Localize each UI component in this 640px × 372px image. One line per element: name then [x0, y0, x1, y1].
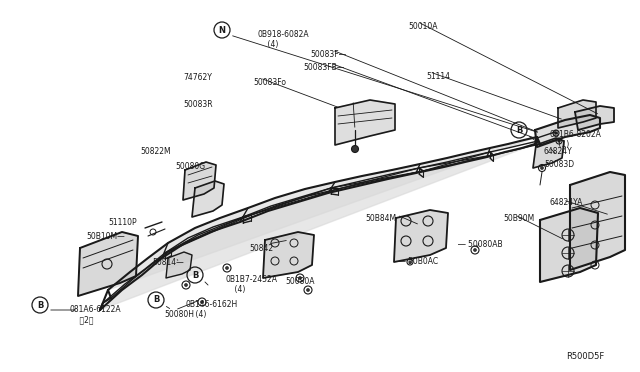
Polygon shape	[263, 232, 314, 278]
Text: B: B	[192, 270, 198, 279]
Text: 50822M: 50822M	[140, 147, 171, 156]
Text: 50083F—: 50083F—	[310, 50, 346, 59]
Circle shape	[409, 261, 412, 263]
Polygon shape	[540, 208, 598, 282]
Polygon shape	[558, 100, 596, 128]
Text: B: B	[153, 295, 159, 305]
Circle shape	[200, 301, 204, 304]
Polygon shape	[533, 138, 564, 168]
Circle shape	[541, 167, 543, 170]
Polygon shape	[335, 100, 395, 145]
Text: ― 50080AB: ― 50080AB	[458, 240, 502, 249]
Polygon shape	[570, 172, 625, 270]
Text: 51110P: 51110P	[108, 218, 136, 227]
Text: 50B10M—: 50B10M—	[86, 232, 125, 241]
Circle shape	[351, 145, 358, 153]
Text: 64824YA: 64824YA	[549, 198, 582, 207]
Polygon shape	[183, 162, 216, 200]
Text: 50080H: 50080H	[164, 310, 194, 319]
Circle shape	[298, 276, 301, 279]
Polygon shape	[575, 106, 614, 130]
Circle shape	[307, 289, 310, 292]
Text: 50083D: 50083D	[544, 160, 574, 169]
Text: 0B146-6162H
    (4): 0B146-6162H (4)	[186, 300, 238, 320]
Text: 50083R: 50083R	[183, 100, 212, 109]
Text: 081A6-6122A
    〈2〉: 081A6-6122A 〈2〉	[70, 305, 122, 324]
Text: R500D5F: R500D5F	[566, 352, 604, 361]
Text: N: N	[218, 26, 225, 35]
Text: ― 50B0AC: ― 50B0AC	[398, 257, 438, 266]
Text: 50083Fo: 50083Fo	[253, 78, 286, 87]
Text: 50080A: 50080A	[285, 277, 314, 286]
Polygon shape	[108, 137, 537, 290]
Polygon shape	[166, 252, 192, 278]
Polygon shape	[394, 210, 448, 262]
Circle shape	[474, 248, 477, 251]
Text: B: B	[37, 301, 43, 310]
Text: 50080G: 50080G	[175, 162, 205, 171]
Text: 74762Y: 74762Y	[183, 73, 212, 82]
Text: 0B1B6-8202A
    (1): 0B1B6-8202A (1)	[549, 130, 601, 150]
Polygon shape	[192, 181, 224, 217]
Text: 51114: 51114	[426, 72, 450, 81]
Polygon shape	[78, 232, 138, 296]
Text: B: B	[516, 125, 522, 135]
Text: 0B1B7-2452A
    (4): 0B1B7-2452A (4)	[225, 275, 277, 294]
Polygon shape	[535, 115, 600, 147]
Circle shape	[225, 266, 228, 269]
Text: 50814—: 50814—	[152, 258, 184, 267]
Text: 50010A: 50010A	[408, 22, 438, 31]
Text: 0B918-6082A
    (4): 0B918-6082A (4)	[258, 30, 310, 49]
Text: 50B90M: 50B90M	[503, 214, 534, 223]
Text: 50B84M: 50B84M	[365, 214, 396, 223]
Circle shape	[555, 132, 557, 134]
Text: 50842: 50842	[249, 244, 273, 253]
Text: 50083FB—: 50083FB—	[303, 63, 344, 72]
Circle shape	[184, 283, 188, 286]
Circle shape	[558, 140, 560, 142]
Text: 64824Y: 64824Y	[544, 147, 573, 156]
Polygon shape	[100, 144, 535, 310]
